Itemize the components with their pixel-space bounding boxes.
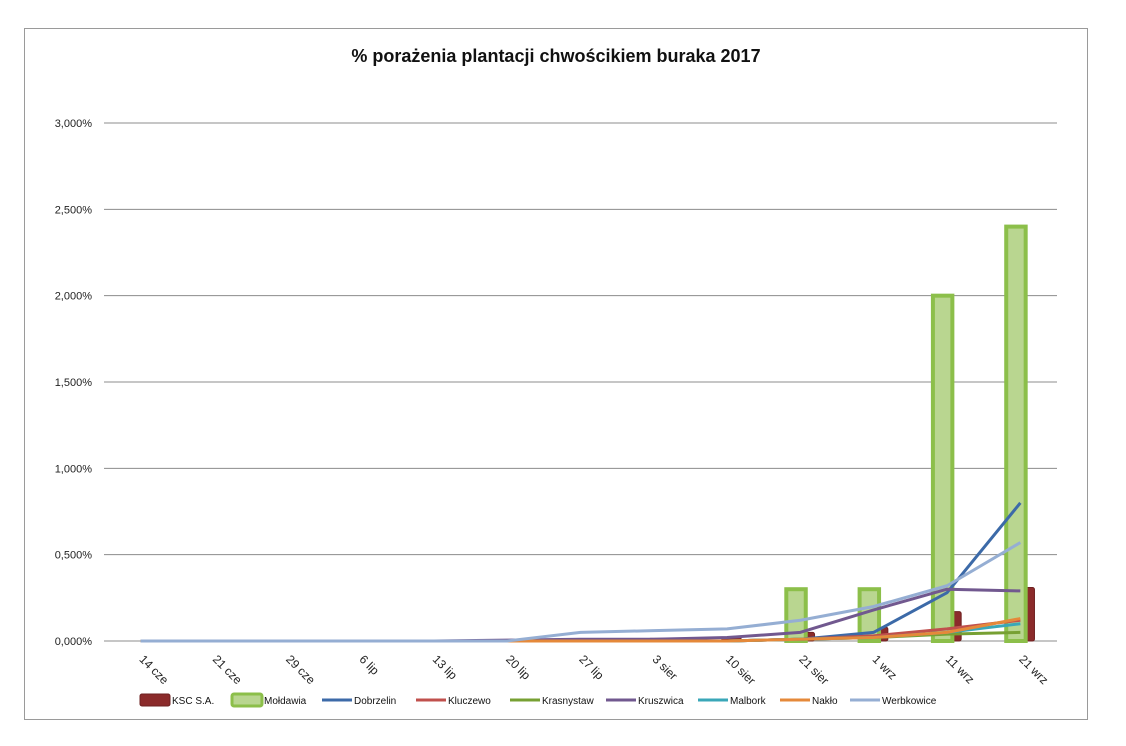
line-nakło — [140, 617, 1021, 643]
x-tick-label: 10 sier — [723, 652, 758, 687]
x-tick-label: 3 sier — [650, 652, 681, 683]
chart-title: % porażenia plantacji chwościkiem buraka… — [351, 46, 760, 66]
x-tick-label: 29 cze — [283, 652, 318, 687]
bars — [501, 224, 1035, 644]
x-tick-label: 11 wrz — [943, 652, 977, 686]
y-tick-label: 0,000% — [55, 636, 93, 648]
legend: KSC S.A. Mołdawia Dobrzelin Kluczewo Krasnys… — [139, 692, 937, 708]
legend-label: Werbkowice — [882, 696, 937, 707]
y-tick-label: 1,500% — [55, 377, 93, 389]
legend-item: Kluczewo — [416, 696, 491, 707]
series-lines — [140, 501, 1022, 643]
x-tick-label: 14 cze — [137, 652, 172, 687]
y-axis-ticks: 0,000% 0,500% 1,000% 1,500% 2,000% 2,500% 3,00… — [55, 118, 93, 648]
x-tick-label: 27 lip — [576, 652, 606, 682]
legend-label: Mołdawia — [264, 696, 307, 707]
line-dobrzelin — [140, 501, 1022, 643]
y-tick-label: 2,000% — [55, 291, 93, 303]
x-tick-label: 13 lip — [430, 652, 460, 682]
legend-item: Werbkowice — [850, 696, 937, 707]
y-tick-label: 3,000% — [55, 118, 93, 130]
legend-swatch — [139, 693, 171, 707]
x-axis-ticks: 14 cze 21 cze 29 cze 6 lip 13 lip 20 lip 27 li… — [137, 652, 1052, 687]
legend-label: Nakło — [812, 696, 838, 707]
legend-swatch — [230, 692, 264, 708]
legend-label: KSC S.A. — [172, 696, 214, 707]
y-tick-label: 2,500% — [55, 204, 93, 216]
bar-mołdawia-9 — [784, 587, 808, 644]
y-tick-label: 0,500% — [55, 550, 93, 562]
x-tick-label: 21 wrz — [1016, 652, 1051, 687]
legend-label: Malbork — [730, 696, 767, 707]
legend-item: Nakło — [780, 696, 838, 707]
x-tick-label: 20 lip — [503, 652, 533, 682]
legend-label: Dobrzelin — [354, 696, 396, 707]
legend-item: Dobrzelin — [322, 696, 396, 707]
grid-lines — [104, 122, 1057, 642]
legend-label: Kluczewo — [448, 696, 491, 707]
x-tick-label: 6 lip — [356, 652, 382, 678]
chart-frame — [24, 28, 1088, 720]
legend-item: Mołdawia — [230, 692, 307, 708]
legend-label: Kruszwica — [638, 696, 684, 707]
bar-mołdawia-12 — [1004, 224, 1028, 643]
bar-mołdawia-11 — [930, 293, 955, 643]
legend-item: Krasnystaw — [510, 696, 594, 707]
x-tick-label: 21 cze — [210, 652, 245, 687]
y-tick-label: 1,000% — [55, 463, 93, 475]
legend-item: Kruszwica — [606, 696, 684, 707]
legend-item: KSC S.A. — [139, 693, 214, 707]
line-werbkowice — [140, 541, 1022, 643]
legend-item: Malbork — [698, 696, 767, 707]
x-tick-label: 21 sier — [796, 652, 831, 687]
legend-label: Krasnystaw — [542, 696, 594, 707]
x-tick-label: 1 wrz — [870, 652, 900, 682]
